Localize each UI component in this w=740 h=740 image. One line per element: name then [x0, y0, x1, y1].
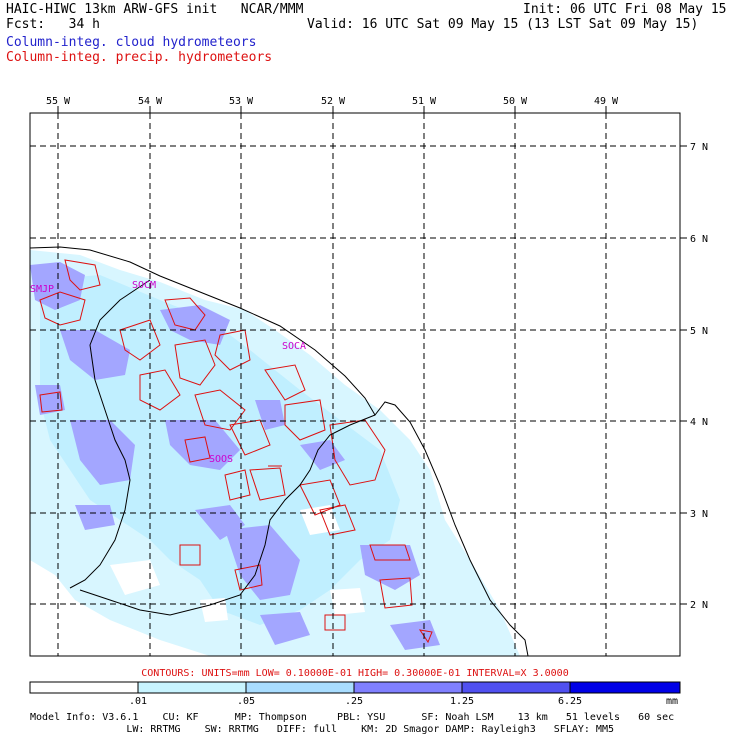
colorbar-tick: 1.25 [450, 696, 474, 707]
station-label: SOCA [282, 341, 306, 352]
colorbar [29, 681, 681, 694]
field-cloud-label: Column-integ. cloud hydrometeors [6, 35, 257, 50]
lon-label: 51 W [412, 96, 437, 107]
colorbar-segment [29, 681, 139, 694]
lat-label: 2 N [690, 600, 708, 611]
lon-label: 50 W [503, 96, 528, 107]
lon-label: 53 W [229, 96, 254, 107]
lat-label: 6 N [690, 234, 708, 245]
valid-time: Valid: 16 UTC Sat 09 May 15 (13 LST Sat … [307, 17, 699, 32]
colorbar-segment [353, 681, 463, 694]
lon-label: 49 W [594, 96, 619, 107]
colorbar-segment [245, 681, 355, 694]
lat-label: 3 N [690, 509, 708, 520]
colorbar-tick: 6.25 [558, 696, 582, 707]
lon-label: 54 W [138, 96, 163, 107]
colorbar-segment [137, 681, 247, 694]
station-label: SOOS [209, 454, 233, 465]
lat-lon-grid [30, 113, 680, 656]
map-frame [29, 112, 681, 657]
init-time: Init: 06 UTC Fri 08 May 15 [523, 2, 727, 17]
lat-label: 4 N [690, 417, 708, 428]
colorbar-tick: .05 [237, 696, 255, 707]
coastline-borders [30, 246, 529, 656]
field-precip-label: Column-integ. precip. hydrometeors [6, 50, 273, 65]
contour-info: CONTOURS: UNITS=mm LOW= 0.10000E-01 HIGH… [141, 668, 568, 679]
precip-contours [39, 259, 433, 644]
lat-label: 7 N [690, 142, 708, 153]
colorbar-segment [569, 681, 681, 694]
station-label: SMJP [30, 284, 54, 295]
axis-ticks [57, 106, 687, 605]
colorbar-unit: mm [666, 696, 678, 707]
hydrometeor-fill [30, 250, 520, 656]
model-info-line1: Model Info: V3.6.1 CU: KF MP: Thompson P… [30, 712, 675, 723]
lon-label: 52 W [321, 96, 346, 107]
lon-label: 55 W [46, 96, 71, 107]
station-label: SOCM [132, 280, 156, 291]
colorbar-tick: .25 [345, 696, 363, 707]
model-info-line2: LW: RRTMG SW: RRTMG DIFF: full KM: 2D Sm… [30, 724, 614, 735]
lat-label: 5 N [690, 326, 708, 337]
forecast-hour: Fcst: 34 h [6, 17, 100, 32]
colorbar-segment [461, 681, 571, 694]
colorbar-tick: .01 [129, 696, 147, 707]
model-title: HAIC-HIWC 13km ARW-GFS init NCAR/MMM [6, 2, 304, 17]
